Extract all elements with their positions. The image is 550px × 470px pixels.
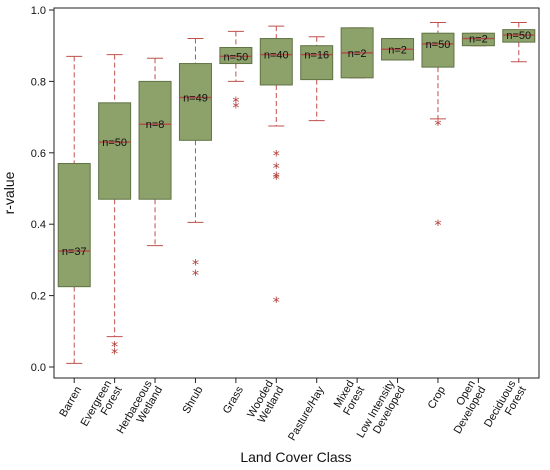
box-6: *****n=40 [259,25,293,311]
y-axis-label: r-value [1,171,17,214]
outlier-marker: * [232,100,239,116]
plot-frame [53,7,540,379]
box-4: ** n=49 [178,38,212,284]
sample-size-label: n=50 [223,51,248,63]
iqr-box [57,163,91,288]
x-category-label: MixedForest [331,379,367,418]
iqr-box [98,102,132,200]
outlier-marker: * [273,295,280,311]
y-tick-label: 0.0 [31,362,46,374]
outlier-marker: * [111,340,118,356]
sample-size-label: n=49 [183,92,208,104]
iqr-box [138,80,172,200]
sample-size-label: n=2 [348,48,367,60]
x-category-label: Shrub [180,385,205,416]
x-category-label: DeciduousForest [482,378,529,435]
x-category-label: Crop [426,385,448,412]
outlier-marker: * [232,95,239,111]
y-tick-label: 0.6 [31,148,46,160]
y-tick-label: 0.8 [31,76,46,88]
box-10: * * n=50 [421,21,455,234]
box-8: n=2 [340,27,374,79]
box-1: n=37 [57,55,91,364]
x-category-label: Grass [221,384,246,416]
boxes-group: n=37**n=50n=8**n=49 **n=50*****n=40 n=16 n=… [57,21,536,364]
outlier-marker: * [273,149,280,165]
iqr-box [502,29,536,43]
outlier-marker: * [192,268,199,284]
box-9: n=2 [381,38,415,61]
sample-size-label: n=50 [102,137,127,149]
iqr-box [178,63,212,141]
outlier-marker: * [273,161,280,177]
sample-size-label: n=8 [146,119,165,131]
box-5: ** n=50 [219,30,253,116]
sample-size-label: n=37 [62,246,87,258]
x-category-label: HerbaceousWetland [115,378,166,442]
box-3: n=8 [138,57,172,247]
outlier-marker: * [273,172,280,188]
sample-size-label: n=40 [264,50,289,62]
x-category-label: Pasture/Hay [286,384,327,443]
sample-size-label: n=50 [426,39,451,51]
outlier-marker: * [111,347,118,363]
x-category-label: Barren [57,385,84,420]
y-tick-label: 0.2 [31,291,46,303]
box-11: n=2 [461,32,495,47]
y-tick-label: 1.0 [31,5,46,17]
outlier-marker: * [192,257,199,273]
sample-size-label: n=2 [388,44,407,56]
outlier-marker: * [434,118,441,134]
iqr-box [300,45,334,81]
iqr-box [219,46,253,65]
box-2: ** n=50 [98,54,132,363]
iqr-box [259,38,293,86]
iqr-box [461,32,495,47]
sample-size-label: n=50 [506,30,531,42]
sample-size-label: n=16 [304,50,329,62]
x-axis-label: Land Cover Class [240,449,351,465]
outlier-marker: * [273,170,280,186]
box-12: n=50 [502,21,536,63]
box-7: n=16 [300,36,334,122]
y-axis: 0.0 0.2 0.4 0.6 0.8 1.0 [31,5,54,374]
sample-size-label: n=2 [469,34,488,46]
x-category-label: WoodedWetland [245,379,286,426]
iqr-box [421,32,455,68]
y-tick-label: 0.4 [31,219,46,231]
x-category-label: OpenDeveloped [441,379,488,437]
outlier-marker: * [434,218,441,234]
